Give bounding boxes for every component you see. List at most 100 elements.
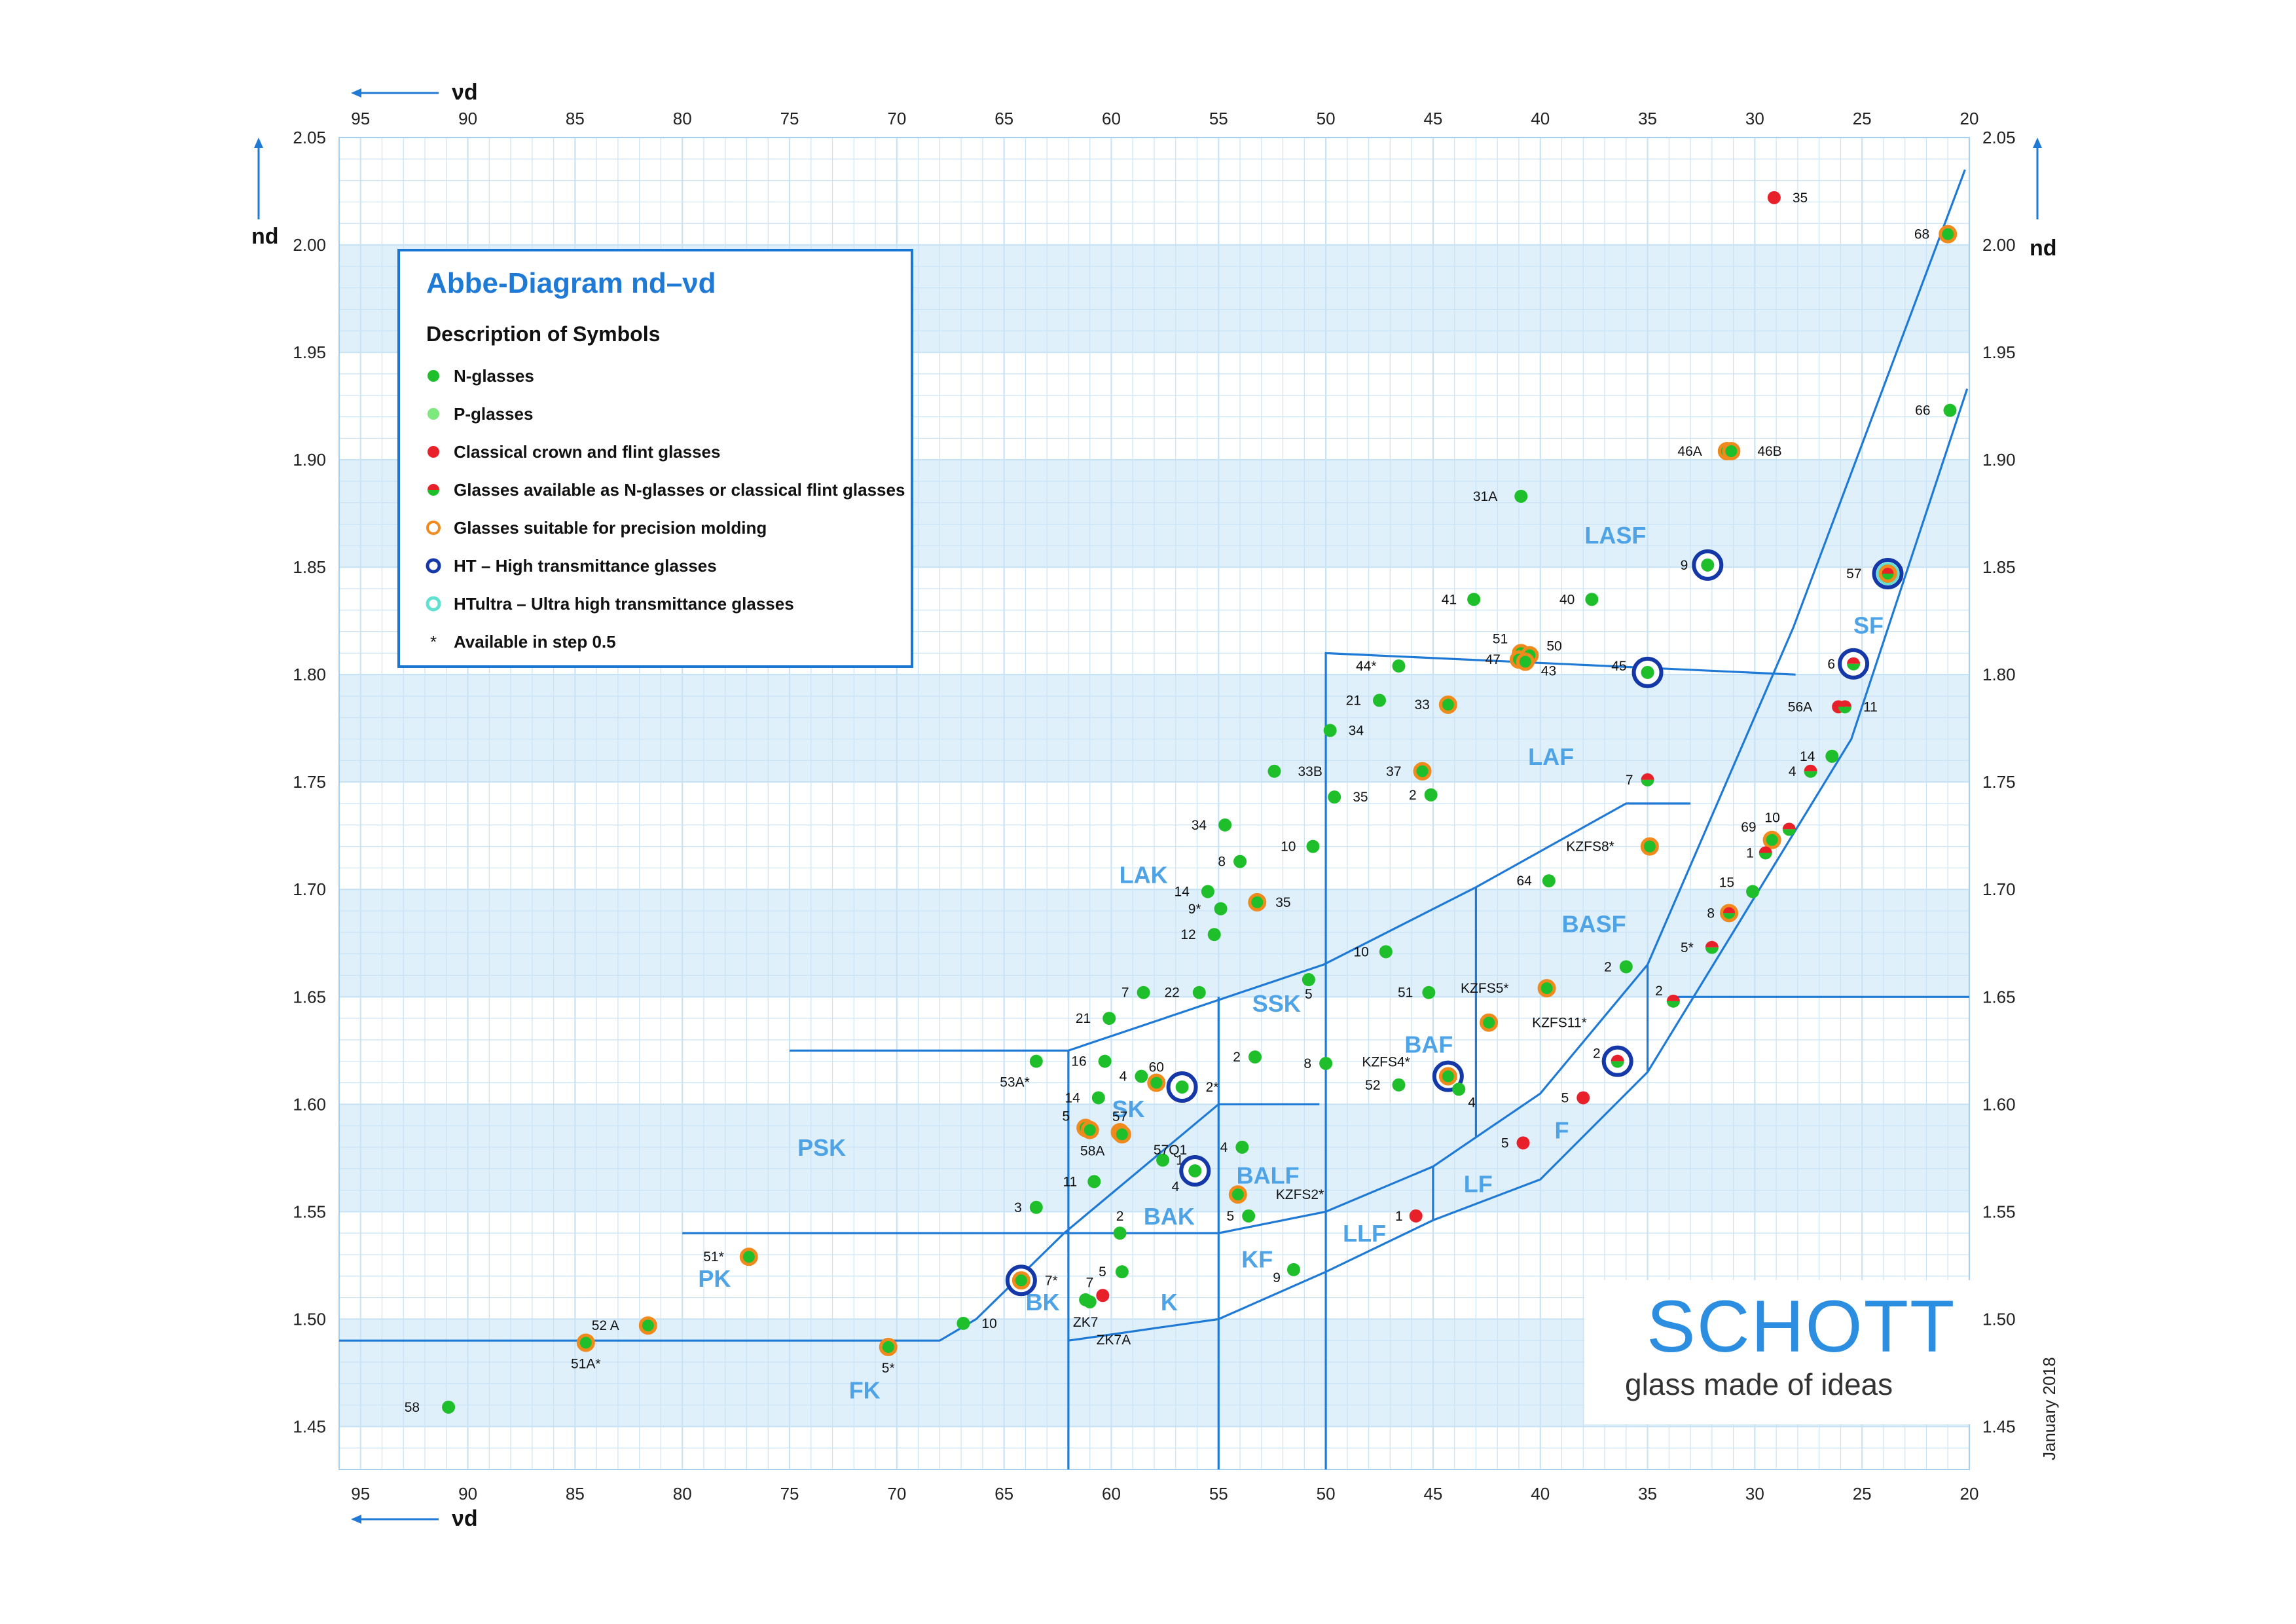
glass-label: 14	[1175, 885, 1190, 900]
dot	[1441, 698, 1455, 712]
glass-point-79: 46B	[1722, 441, 1782, 460]
dot	[1746, 885, 1760, 898]
glass-point-20: 5	[1099, 1264, 1129, 1280]
y-tick-right-1.45: 1.45	[1982, 1416, 2016, 1436]
legend-label: HTultra – Ultra high transmittance glass…	[454, 593, 794, 614]
x-tick-bottom-80: 80	[673, 1484, 692, 1504]
legend-item-mold: Glasses suitable for precision molding	[425, 515, 767, 541]
glass-point-63: 43	[1516, 652, 1556, 678]
glass-point-75: 9	[1681, 549, 1724, 581]
y-tick-right-1.70: 1.70	[1982, 879, 2016, 899]
p-glass-dot	[428, 408, 439, 420]
molding-ring	[1537, 979, 1556, 998]
x-tick-bottom-55: 55	[1209, 1484, 1228, 1504]
glass-point-66: 64	[1516, 874, 1556, 889]
dot	[1441, 1069, 1455, 1083]
glass-point-19: 2	[1113, 1209, 1127, 1240]
legend-subtitle: Description of Symbols	[426, 322, 661, 346]
glass-label: 43	[1541, 663, 1556, 678]
dot	[1379, 945, 1393, 959]
x-tick-bottom-35: 35	[1638, 1484, 1657, 1504]
glass-point-7: 3	[1014, 1200, 1043, 1215]
half-n-glass	[1666, 1001, 1680, 1008]
y-arrow-left-head	[254, 138, 263, 148]
glass-label: 15	[1719, 876, 1734, 891]
glass-label: 56A	[1788, 699, 1812, 714]
classical-dot	[428, 446, 439, 458]
half-n-glass	[1611, 1061, 1624, 1068]
glass-label: 57	[1112, 1109, 1127, 1124]
dot	[1424, 788, 1438, 802]
glass-label: 5*	[882, 1361, 895, 1376]
glass-label: 2*	[1206, 1080, 1219, 1095]
glass-point-11: 7	[1086, 1275, 1110, 1302]
glass-point-17: 21	[1076, 1011, 1116, 1026]
glass-label: 5	[1062, 1109, 1070, 1124]
dot	[1943, 403, 1957, 417]
glass-label: 34	[1192, 818, 1207, 833]
glass-point-80: 8	[1707, 904, 1739, 923]
half-n-glass	[1722, 913, 1736, 920]
glass-point-24: 4	[1120, 1069, 1148, 1084]
molding-ring	[1438, 695, 1457, 714]
dot	[1767, 191, 1781, 204]
dot	[1701, 558, 1715, 572]
glass-label: 57	[1846, 566, 1861, 581]
dot	[1207, 928, 1221, 942]
glass-point-34: 4	[1220, 1140, 1249, 1155]
glass-point-47: 21	[1346, 693, 1387, 709]
glass-point-30: 9*	[1188, 902, 1228, 917]
half-classical	[1782, 822, 1796, 830]
molding-ring	[1112, 1125, 1131, 1144]
y-tick-left-1.45: 1.45	[293, 1416, 326, 1436]
glass-label: 1	[1176, 1153, 1184, 1168]
glass-point-16: 16	[1071, 1054, 1112, 1069]
glass-label: 2	[1116, 1209, 1124, 1224]
y-axis-title-left: nd	[251, 224, 279, 249]
glass-label: 58A	[1080, 1144, 1104, 1159]
region-label-bk: BK	[1026, 1289, 1060, 1316]
legend-label: HT – High transmittance glasses	[454, 555, 717, 576]
region-label-lasf: LASF	[1584, 522, 1646, 549]
region-label-basf: BASF	[1562, 911, 1626, 938]
glass-label: KZFS8*	[1566, 840, 1614, 855]
glass-point-21: 1	[1156, 1153, 1184, 1168]
half-classical	[1758, 846, 1772, 853]
legend-symbol-n	[428, 370, 439, 382]
half-classical	[1666, 994, 1680, 1001]
legend-item-n: N-glasses	[425, 363, 534, 389]
glass-point-83: 1	[1746, 845, 1772, 860]
glass-point-82: 69	[1741, 820, 1781, 849]
brand-name: SCHOTT	[1647, 1285, 1956, 1367]
glass-label: 2	[1593, 1046, 1601, 1061]
molding-ring	[739, 1247, 758, 1266]
y-tick-right-1.85: 1.85	[1982, 557, 2016, 577]
glass-label: 35	[1275, 895, 1290, 910]
glass-label: 5	[1561, 1090, 1569, 1105]
plot-frame	[338, 137, 1970, 1470]
region-label-sk: SK	[1112, 1096, 1145, 1122]
molding-ring	[1438, 1067, 1457, 1086]
legend-symbol-p	[428, 408, 439, 420]
legend-label: Classical crown and flint glasses	[454, 441, 721, 462]
dot	[1518, 655, 1532, 669]
dot	[1235, 1140, 1249, 1154]
glass-point-44: 34	[1323, 723, 1364, 738]
dot	[1102, 1012, 1116, 1025]
glass-label: 31A	[1473, 489, 1497, 504]
dot	[1585, 593, 1599, 606]
glass-point-10: ZK7A	[1083, 1295, 1131, 1348]
dot	[1392, 659, 1406, 673]
half-n-glass	[1838, 707, 1851, 714]
region-label-laf: LAF	[1528, 743, 1574, 770]
x-tick-top-95: 95	[351, 109, 370, 128]
glass-point-39: 33B	[1267, 764, 1322, 779]
legend-symbol-mold	[426, 521, 441, 535]
dot	[1218, 818, 1232, 832]
glass-label: 9	[1273, 1270, 1281, 1285]
glass-label: 44*	[1356, 659, 1377, 674]
date-label: January 2018	[2039, 1357, 2059, 1460]
glass-point-74: 2	[1655, 984, 1680, 1008]
dot	[1214, 902, 1228, 915]
